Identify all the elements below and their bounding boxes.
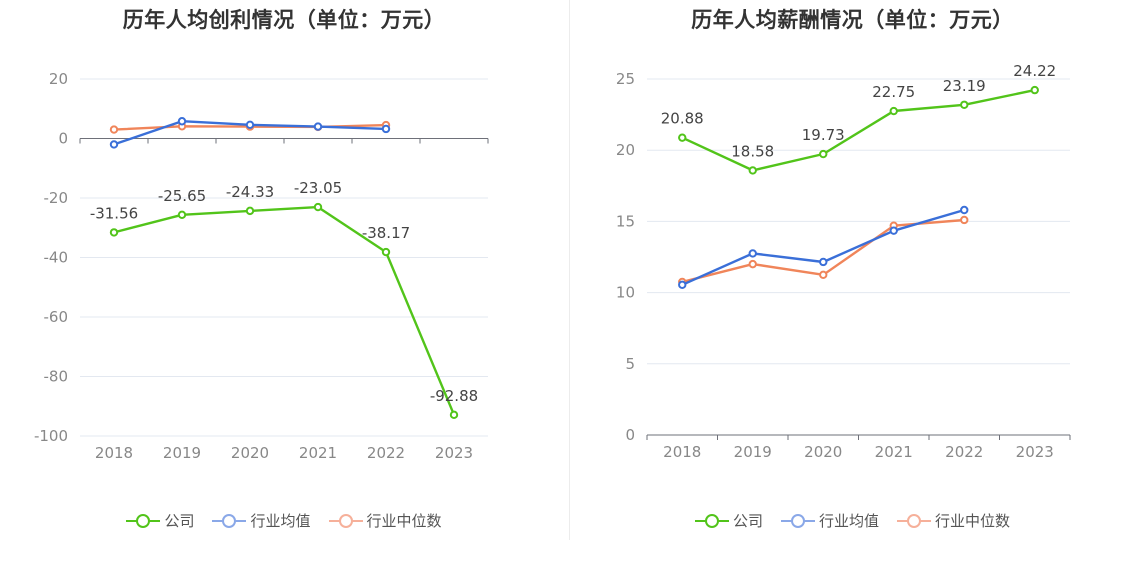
data-point [819, 270, 828, 279]
y-tick-label: -40 [44, 249, 69, 267]
data-point [960, 205, 969, 215]
legend-label-industry-median: 行业中位数 [366, 512, 442, 530]
legend-label-company: 公司 [164, 512, 195, 530]
data-point [109, 140, 119, 149]
legend-marker-industry-median [328, 513, 363, 529]
chart-panel-profit: 历年人均创利情况（单位：万元） 20 0 -20 -40 -60 -80 -100 2018 2… [0, 8, 568, 531]
x-tick-label: 2022 [945, 443, 983, 461]
legend-marker-industry-median [897, 513, 931, 529]
x-tick-label: 2019 [734, 443, 772, 461]
x-tick-label: 2020 [804, 443, 842, 461]
data-point [245, 120, 255, 130]
data-label: 19.73 [802, 126, 845, 144]
data-point [819, 257, 828, 267]
data-point [678, 280, 687, 289]
data-point [748, 249, 757, 258]
series-line [113, 205, 456, 416]
y-tick-label: 0 [58, 130, 68, 148]
legend-salary: 公司 行业均值 行业中位数 [571, 510, 1134, 531]
data-point [889, 106, 898, 116]
y-tick-label: -100 [34, 427, 68, 445]
x-tick-label: 2022 [367, 444, 405, 462]
y-tick-label: 10 [616, 284, 635, 302]
data-point [960, 215, 969, 225]
data-label: -23.05 [294, 179, 342, 197]
chart-title-profit: 历年人均创利情况（单位：万元） [122, 8, 446, 32]
x-tick-label: 2021 [299, 444, 337, 462]
y-tick-label: 20 [49, 70, 68, 88]
legend-item-industry-mean[interactable]: 行业均值 [212, 510, 311, 531]
data-label: -25.65 [158, 187, 206, 205]
y-tick-label: -20 [44, 189, 69, 207]
x-tick-label: 2018 [95, 444, 133, 462]
data-point [678, 133, 687, 142]
x-tick-label: 2023 [1016, 443, 1054, 461]
data-label: 18.58 [731, 142, 774, 160]
x-tick-label: 2018 [663, 443, 701, 461]
x-tick-label: 2021 [875, 443, 913, 461]
data-point [177, 117, 187, 126]
legend-marker-industry-mean [780, 513, 815, 529]
legend-label-industry-mean: 行业均值 [818, 512, 879, 530]
y-tick-label: 20 [616, 141, 635, 159]
data-label: 23.19 [943, 77, 986, 95]
y-tick-label: 5 [625, 355, 635, 373]
data-point [748, 259, 757, 269]
x-tick-label: 2019 [163, 444, 201, 462]
data-point [245, 206, 255, 216]
data-label: -24.33 [226, 183, 274, 201]
legend-label-company: 公司 [732, 512, 763, 530]
salary-line-chart: 25 20 15 10 5 0 2018 2019 2020 2021 2022 2023 20.88 1… [616, 62, 1071, 461]
legend-item-industry-median[interactable]: 行业中位数 [897, 510, 1010, 531]
y-tick-label: -80 [44, 368, 69, 386]
data-point [109, 125, 119, 134]
data-label: 24.22 [1013, 62, 1056, 80]
data-label: -38.17 [362, 224, 410, 242]
data-point [960, 100, 969, 109]
data-label: 20.88 [661, 110, 704, 128]
legend-marker-company [126, 513, 161, 529]
data-point [381, 124, 391, 134]
data-point [313, 122, 323, 131]
y-tick-label: 25 [616, 70, 635, 88]
legend-label-industry-median: 行业中位数 [935, 512, 1011, 530]
y-tick-label: 15 [616, 212, 635, 230]
y-tick-label: 0 [625, 426, 635, 444]
legend-item-industry-mean[interactable]: 行业均值 [780, 510, 879, 531]
data-point [313, 202, 323, 212]
data-point [109, 228, 119, 237]
profit-line-chart: 20 0 -20 -40 -60 -80 -100 2018 2019 2020 2021 2022 2… [34, 70, 489, 462]
x-tick-label: 2023 [435, 444, 473, 462]
data-point [748, 166, 757, 175]
data-point [449, 410, 459, 420]
data-label: 22.75 [872, 83, 915, 101]
legend-marker-industry-mean [212, 513, 247, 529]
legend-profit: 公司 行业均值 行业中位数 [0, 510, 568, 531]
legend-item-company[interactable]: 公司 [126, 510, 194, 531]
data-point [381, 247, 391, 257]
x-tick-label: 2020 [231, 444, 269, 462]
chart-panel-salary: 历年人均薪酬情况（单位：万元） 25 20 15 10 5 0 2018 2019 2020 20… [571, 0, 1134, 582]
data-point [177, 210, 187, 220]
data-label: -92.88 [430, 387, 478, 405]
y-tick-label: -60 [44, 308, 69, 326]
panel-divider [569, 0, 570, 540]
data-point [889, 226, 898, 235]
series-line [681, 88, 1036, 172]
chart-title-salary: 历年人均薪酬情况（单位：万元） [691, 8, 1014, 32]
data-point [1030, 85, 1039, 95]
legend-label-industry-mean: 行业均值 [250, 512, 311, 530]
data-point [819, 149, 828, 159]
legend-marker-company [694, 513, 729, 529]
data-label: -31.56 [90, 204, 138, 222]
legend-item-company[interactable]: 公司 [694, 510, 763, 531]
legend-item-industry-median[interactable]: 行业中位数 [328, 510, 442, 531]
